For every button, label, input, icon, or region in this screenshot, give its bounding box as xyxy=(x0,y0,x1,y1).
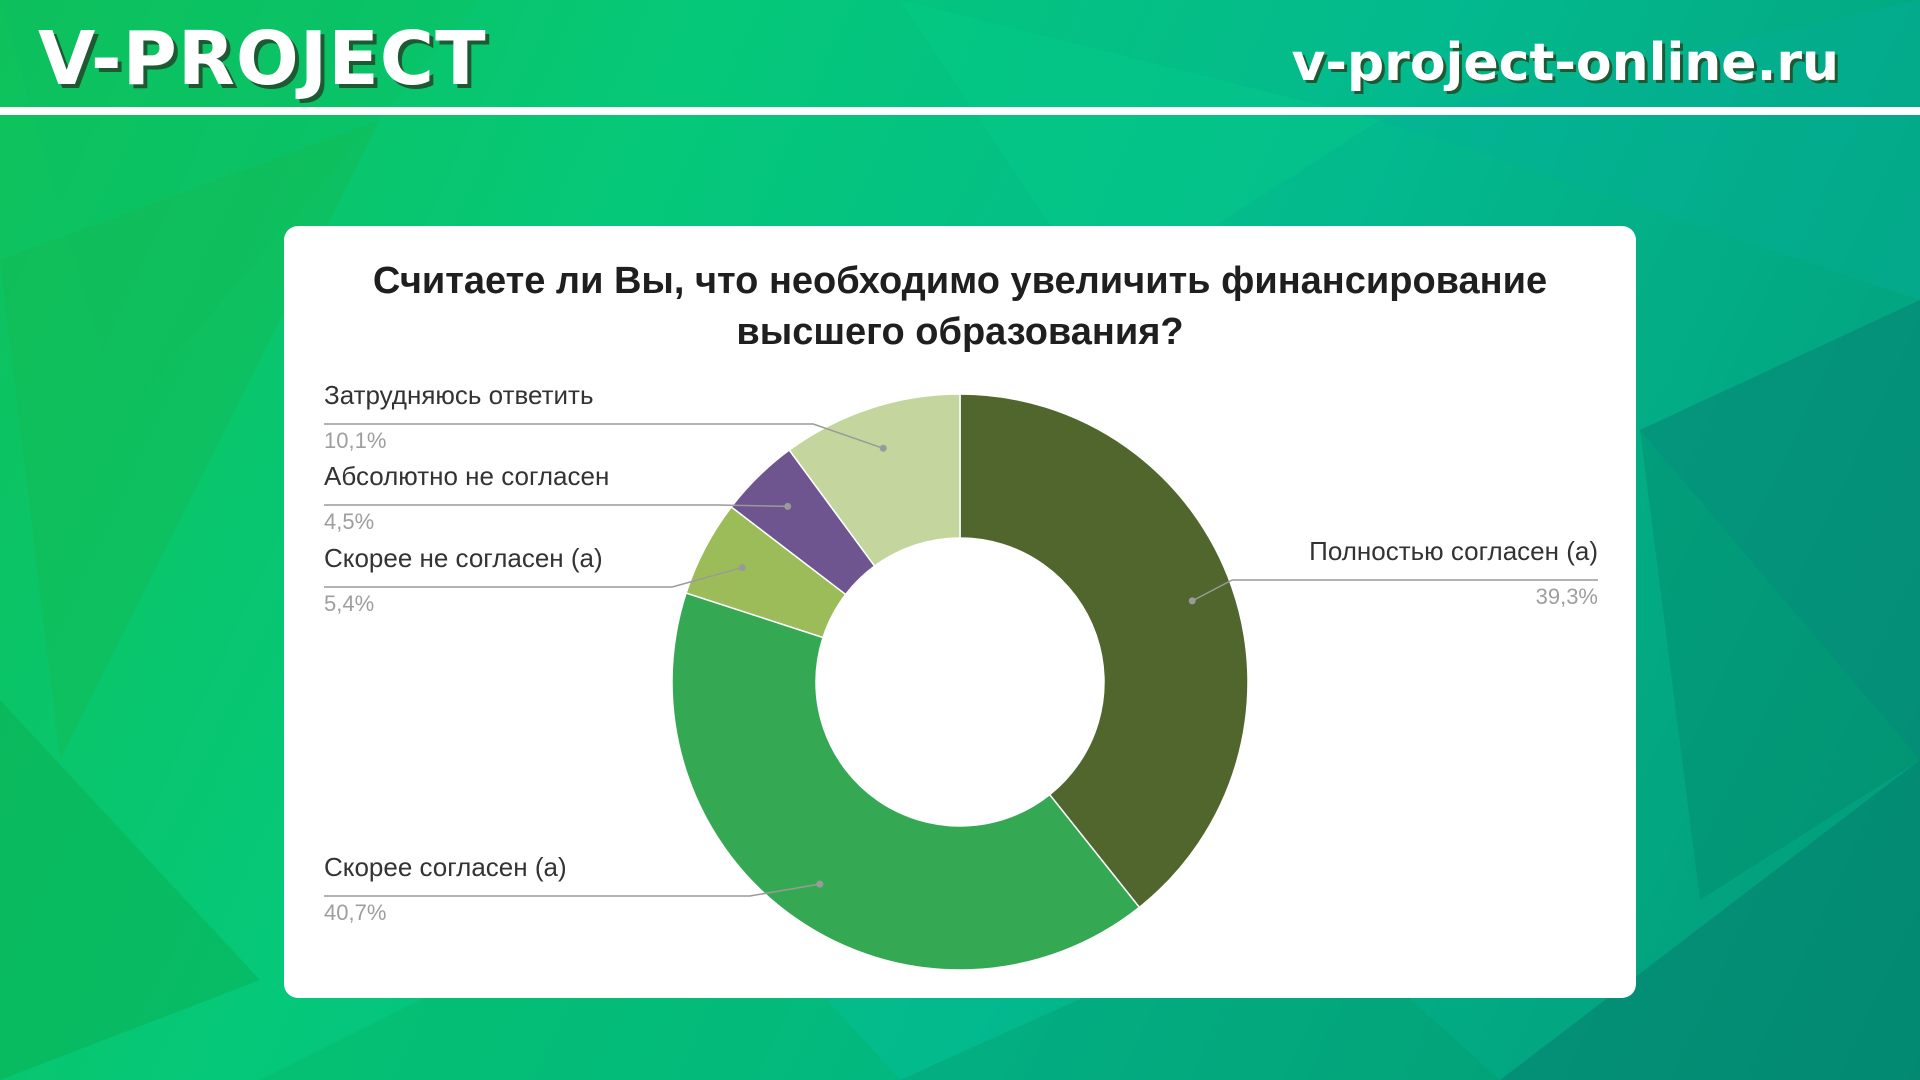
callout-dot xyxy=(738,564,746,572)
chart-title: Считаете ли Вы, что необходимо увеличить… xyxy=(372,260,1548,353)
chart-card: Считаете ли Вы, что необходимо увеличить… xyxy=(284,226,1636,998)
slice-label: Полностью согласен (а) xyxy=(1309,536,1598,566)
slice-value-label: 40,7% xyxy=(324,900,386,925)
slice-label: Затрудняюсь ответить xyxy=(324,380,593,410)
callout-line xyxy=(1191,579,1598,602)
header: V-PROJECT v-project-online.ru xyxy=(0,0,1920,107)
callout-line xyxy=(324,423,884,449)
callout-line xyxy=(324,883,820,897)
slice-label: Абсолютно не согласен xyxy=(324,461,609,491)
slice-value-label: 10,1% xyxy=(324,428,386,453)
slice-label: Скорее не согласен (а) xyxy=(324,543,603,573)
callout-dot xyxy=(1188,597,1196,605)
callout-dot xyxy=(816,880,824,888)
slice-value-label: 5,4% xyxy=(324,591,374,616)
donut-chart: Полностью согласен (а) 39,3% Скорее соглас… xyxy=(324,380,1598,971)
slice-value-label: 4,5% xyxy=(324,509,374,534)
header-divider xyxy=(0,107,1920,115)
donut-slice xyxy=(671,592,1141,971)
callout-dot xyxy=(879,444,887,452)
donut-slice xyxy=(788,393,961,568)
site-url-link[interactable]: v-project-online.ru xyxy=(1291,33,1839,93)
callout-line xyxy=(324,504,788,508)
callout-dot xyxy=(784,502,792,510)
brand-logo[interactable]: V-PROJECT xyxy=(38,16,487,102)
slice-label: Скорее согласен (а) xyxy=(324,852,567,882)
callout-line xyxy=(324,566,743,588)
slice-value-label: 39,3% xyxy=(1536,584,1598,609)
donut-slice xyxy=(959,393,1249,909)
